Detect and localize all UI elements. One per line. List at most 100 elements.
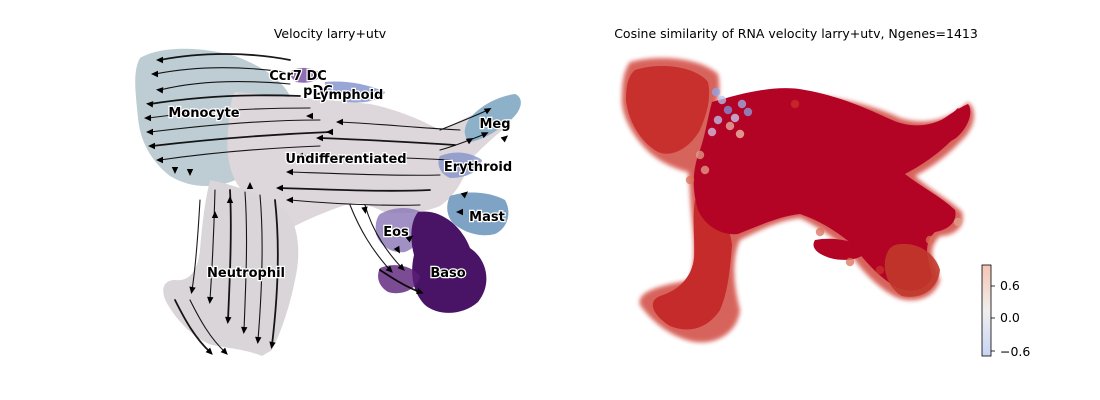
right-embedding-plot bbox=[621, 58, 974, 343]
arrowhead bbox=[326, 128, 333, 136]
cluster-label-pdc: pDC bbox=[303, 84, 333, 99]
streamline bbox=[364, 204, 403, 269]
streamline bbox=[439, 133, 486, 151]
streamline bbox=[149, 94, 301, 105]
cluster-region-meg bbox=[464, 94, 521, 142]
arrowhead bbox=[220, 347, 228, 355]
arrowhead bbox=[361, 206, 368, 214]
scatter-point bbox=[707, 127, 717, 137]
arrowhead bbox=[460, 191, 469, 199]
cluster-label-meg: Meg bbox=[479, 117, 510, 132]
arrowhead bbox=[296, 152, 303, 160]
scatter-point bbox=[713, 115, 723, 125]
cluster-region-undifferentiated bbox=[227, 92, 505, 232]
arrowhead bbox=[456, 208, 463, 216]
streamline bbox=[439, 109, 489, 131]
embedding-core-eos-arm bbox=[813, 238, 868, 260]
arrowhead bbox=[211, 211, 219, 218]
arrowhead bbox=[226, 196, 234, 203]
streamline bbox=[289, 171, 441, 176]
scatter-point bbox=[737, 99, 747, 109]
streamline bbox=[299, 155, 451, 161]
arrowhead bbox=[397, 263, 405, 271]
scatter-point bbox=[953, 217, 963, 227]
streamline bbox=[159, 80, 291, 91]
embedding-core-neutrophil bbox=[652, 200, 732, 330]
scatter-point bbox=[925, 235, 935, 245]
scatter-point bbox=[717, 95, 727, 105]
streamline bbox=[349, 204, 391, 271]
cluster-region-lymphoid bbox=[324, 81, 385, 103]
arrowhead bbox=[146, 128, 153, 136]
streamline bbox=[174, 299, 211, 353]
streamline bbox=[319, 137, 456, 146]
arrowhead bbox=[156, 156, 163, 164]
streamline bbox=[191, 199, 201, 291]
scatter-point bbox=[735, 129, 745, 139]
cluster-label-ccr7-dc: Ccr7 DC bbox=[269, 69, 327, 84]
scatter-point bbox=[711, 87, 721, 97]
arrowhead bbox=[205, 347, 213, 355]
scatter-point bbox=[700, 165, 710, 175]
colorbar-gradient bbox=[981, 264, 992, 357]
arrowhead bbox=[246, 182, 254, 189]
arrowhead bbox=[186, 169, 194, 176]
colorbar: 0.6 0.0 −0.6 bbox=[981, 264, 1030, 359]
arrowhead bbox=[146, 101, 154, 108]
cluster-region-mast bbox=[447, 192, 509, 236]
arrowhead bbox=[480, 132, 489, 139]
arrowhead bbox=[286, 168, 293, 176]
left-panel-title: Velocity larry+utv bbox=[273, 26, 387, 41]
scatter-point bbox=[815, 227, 825, 237]
scatter-point bbox=[685, 175, 695, 185]
arrowhead bbox=[255, 336, 262, 344]
arrowhead bbox=[393, 245, 400, 254]
cluster-label-lymphoid: Lymphoid bbox=[313, 88, 384, 103]
left-embedding-plot: Ccr7 DC pDC Lymphoid Monocyte Meg Undiff… bbox=[135, 48, 521, 356]
cluster-label-neutrophil: Neutrophil bbox=[207, 266, 285, 281]
colorbar-tick-low: −0.6 bbox=[1000, 344, 1030, 359]
scatter-point bbox=[730, 113, 740, 123]
scatter-point bbox=[743, 107, 753, 117]
streamline bbox=[379, 269, 421, 293]
streamline bbox=[257, 194, 263, 341]
arrowhead bbox=[405, 235, 414, 243]
scatter-point bbox=[755, 119, 765, 129]
arrowhead bbox=[207, 296, 214, 304]
velocity-arrowheads bbox=[144, 56, 509, 355]
cluster-region-baso-tail bbox=[378, 265, 420, 294]
arrowhead bbox=[269, 341, 276, 349]
embedding-core-main bbox=[693, 88, 963, 291]
embedding-core-monocyte bbox=[626, 66, 710, 154]
scatter-point bbox=[723, 105, 733, 115]
streamline bbox=[243, 191, 248, 331]
arrowhead bbox=[385, 265, 393, 273]
arrowhead bbox=[465, 138, 474, 145]
arrowhead bbox=[151, 70, 158, 78]
arrowhead bbox=[144, 114, 151, 122]
cluster-region-erythroid bbox=[438, 152, 482, 178]
streamline bbox=[289, 199, 421, 206]
streamline bbox=[151, 131, 331, 147]
streamline bbox=[147, 107, 311, 119]
streamline bbox=[189, 299, 226, 353]
scatter-point bbox=[790, 99, 800, 109]
cluster-label-monocyte: Monocyte bbox=[168, 106, 239, 121]
arrowhead bbox=[156, 56, 163, 64]
cluster-label-erythroid: Erythroid bbox=[444, 160, 512, 175]
streamline bbox=[159, 53, 291, 61]
scatter-point bbox=[845, 257, 855, 267]
arrowhead bbox=[241, 326, 248, 334]
arrowhead bbox=[286, 196, 293, 204]
cluster-region-baso bbox=[411, 211, 487, 313]
scatter-point bbox=[725, 121, 735, 131]
streamline bbox=[271, 199, 279, 346]
streamline bbox=[209, 189, 216, 301]
streamline bbox=[149, 119, 321, 133]
right-panel-title: Cosine similarity of RNA velocity larry+… bbox=[614, 26, 978, 41]
velocity-streamlines bbox=[147, 53, 489, 353]
scatter-point bbox=[695, 150, 705, 160]
streamline bbox=[159, 145, 321, 161]
cluster-region-ccr7-dc bbox=[290, 67, 322, 83]
